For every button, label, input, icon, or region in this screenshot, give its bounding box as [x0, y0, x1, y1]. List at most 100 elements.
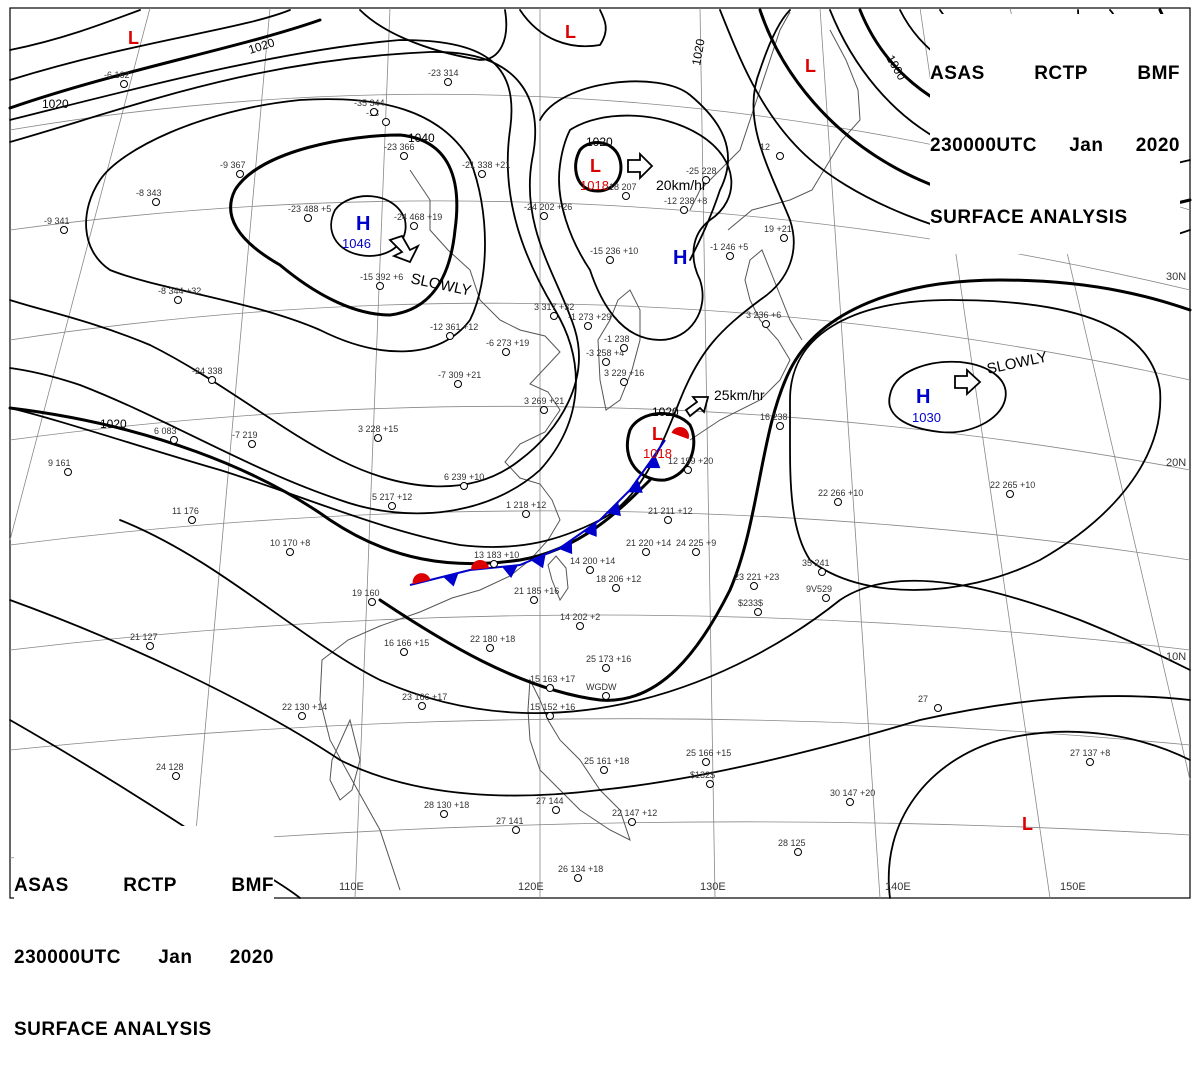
lon-label-150e: 150E: [1060, 881, 1086, 893]
station-marker: [834, 498, 842, 506]
station-plot: 23 166 +17: [402, 692, 447, 702]
header-title: SURFACE ANALYSIS: [14, 1019, 212, 1040]
station-plot: 25 173 +16: [586, 654, 631, 664]
isobar: [378, 278, 1192, 702]
chart-header-bottom: ASAS RCTP BMF 230000UTC Jan 2020 SURFACE…: [14, 826, 274, 1066]
philippines-coast: [527, 678, 631, 841]
station-plot: -1 273 +29: [568, 312, 611, 322]
cold-front-triangle: [583, 522, 597, 537]
isobar: [539, 80, 729, 261]
station-marker: [726, 252, 734, 260]
header-station-type: ASAS: [930, 63, 985, 84]
station-marker: [172, 772, 180, 780]
motion-label: 25km/hr: [714, 387, 765, 403]
header-station-id: RCTP: [1034, 63, 1088, 84]
isobar-label: 1020: [652, 405, 679, 419]
header-station-code: BMF: [1137, 63, 1180, 84]
station-plot: 3 317 +32: [534, 302, 574, 312]
station-plot: 27: [918, 694, 928, 704]
isobar: [558, 114, 733, 341]
station-marker: [410, 222, 418, 230]
station-marker: [602, 358, 610, 366]
station-plot: 3 228 +15: [358, 424, 398, 434]
isobar-1020: [8, 406, 652, 566]
station-marker: [664, 516, 672, 524]
lon-label-140e: 140E: [885, 881, 911, 893]
station-marker: [298, 712, 306, 720]
taiwan-coast: [547, 555, 569, 602]
weather-chart: 110E 120E 130E 140E 150E 30N 20N 10N 102…: [8, 7, 1192, 899]
header-month: Jan: [158, 947, 193, 968]
longitude-line: [9, 7, 151, 541]
station-marker: [1086, 758, 1094, 766]
header-year: 2020: [229, 947, 274, 968]
station-plot: 30 147 +20: [830, 788, 875, 798]
latitude-line: [9, 510, 1191, 561]
station-plot: 28 130 +18: [424, 800, 469, 810]
station-marker: [146, 642, 154, 650]
station-plot: 3 236 +6: [746, 310, 781, 320]
station-marker: [418, 702, 426, 710]
station-marker: [620, 344, 628, 352]
station-plot: -25 228: [686, 166, 717, 176]
station-plot: 27 144: [536, 796, 564, 806]
motion-arrow: [388, 234, 421, 264]
station-plot: 9V529: [806, 584, 832, 594]
lon-label-120e: 120E: [518, 881, 544, 893]
cold-front-triangle: [501, 565, 518, 578]
warm-front-semicircle: [671, 427, 689, 440]
station-plot: 10 170 +8: [270, 538, 310, 548]
longitude-line: [354, 7, 391, 899]
coast-north: [409, 169, 501, 321]
station-marker: [602, 664, 610, 672]
station-marker: [546, 684, 554, 692]
header-station-type: ASAS: [14, 875, 69, 896]
station-plot: 26 134 +18: [558, 864, 603, 874]
station-plot: 16 238: [760, 412, 788, 422]
station-plot: -15 392 +6: [360, 272, 403, 282]
station-plot: 27 141: [496, 816, 524, 826]
station-plot: -18 207: [606, 182, 637, 192]
station-plot: 21 220 +14: [626, 538, 671, 548]
isobar-label: 1040: [408, 131, 435, 145]
isobar-label: 1020: [689, 37, 707, 66]
station-marker: [486, 644, 494, 652]
header-title: SURFACE ANALYSIS: [930, 207, 1128, 228]
station-marker: [642, 548, 650, 556]
low-pressure-letter: L: [128, 28, 139, 48]
station-marker: [60, 226, 68, 234]
cold-front-triangle: [628, 479, 643, 493]
korea-coast: [597, 289, 641, 411]
station-marker: [612, 584, 620, 592]
header-station-id: RCTP: [123, 875, 177, 896]
isobar-label: 1020: [247, 35, 277, 57]
station-marker: [188, 516, 196, 524]
isobar: [887, 730, 1191, 899]
station-marker: [586, 566, 594, 574]
station-marker: [602, 692, 610, 700]
motion-arrows: [388, 151, 982, 418]
station-plot: 3 269 +21: [524, 396, 564, 406]
station-marker: [576, 622, 584, 630]
motion-arrow: [627, 151, 654, 181]
station-plot: -6 162: [104, 70, 130, 80]
station-plot: 15 152 +16: [530, 702, 575, 712]
header-time: 230000UTC: [14, 947, 121, 968]
station-marker: [552, 806, 560, 814]
map-frame: [9, 7, 1191, 899]
isobar: [519, 9, 607, 48]
station-plot: 24 225 +9: [676, 538, 716, 548]
station-marker: [64, 468, 72, 476]
station-marker: [490, 560, 498, 568]
station-marker: [600, 766, 608, 774]
latitude-line: [9, 405, 1191, 471]
station-plot: 18 206 +12: [596, 574, 641, 584]
station-marker: [440, 810, 448, 818]
low-pressure-letter: L: [652, 424, 663, 444]
station-marker: [794, 848, 802, 856]
station-marker: [368, 598, 376, 606]
isobar-low-center: [625, 412, 696, 482]
cold-front-triangle: [645, 454, 661, 469]
header-year: 2020: [1135, 135, 1180, 156]
station-plot: 5 217 +12: [372, 492, 412, 502]
